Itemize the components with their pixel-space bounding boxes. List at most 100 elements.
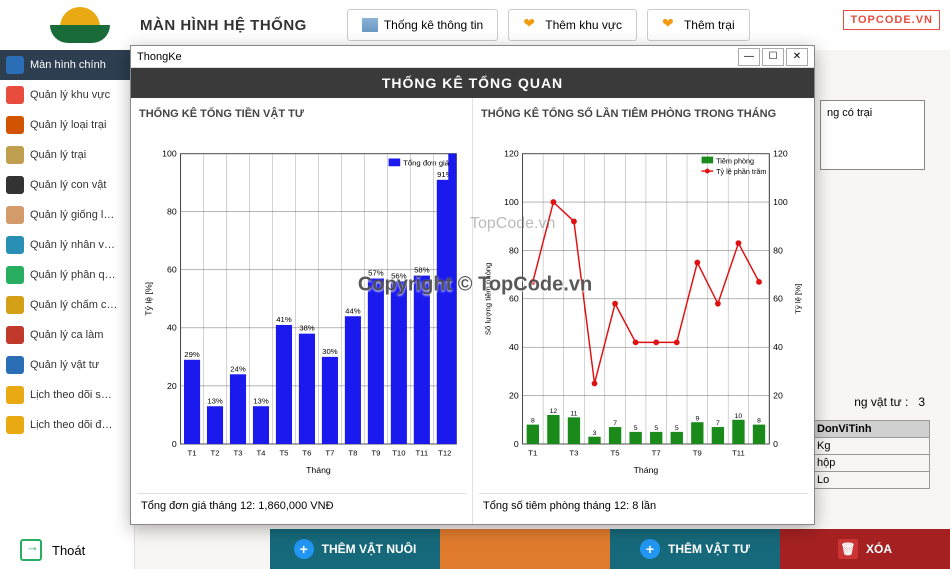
svg-text:5: 5	[634, 425, 638, 432]
svg-text:T11: T11	[732, 449, 745, 458]
svg-text:24%: 24%	[230, 364, 246, 373]
supply-count: ng vật tư : 3	[854, 395, 925, 409]
sidebar-item-label: Lịch theo dõi đ…	[30, 419, 113, 431]
sidebar-item[interactable]: Quản lý trại	[0, 140, 134, 170]
brand-watermark: TOPCODE.VN	[843, 10, 940, 30]
minimize-button[interactable]: —	[738, 48, 760, 66]
stats-popup: ThongKe — ☐ ✕ THỐNG KÊ TỔNG QUAN THỐNG K…	[130, 45, 815, 525]
svg-text:40: 40	[773, 342, 783, 352]
stats-button-label: Thống kê thông tin	[384, 18, 483, 32]
sidebar-item[interactable]: Quản lý ca làm	[0, 320, 134, 350]
popup-titlebar[interactable]: ThongKe — ☐ ✕	[131, 46, 814, 68]
app-logo	[50, 5, 110, 45]
svg-text:44%: 44%	[345, 306, 361, 315]
info-box-text: ng có trại	[827, 107, 872, 119]
svg-text:Tháng: Tháng	[306, 465, 331, 475]
svg-text:T5: T5	[279, 449, 288, 458]
sidebar-item[interactable]: Lịch theo dõi đ…	[0, 410, 134, 440]
sidebar-icon	[6, 296, 24, 314]
svg-text:Tỷ lệ [%]: Tỷ lệ [%]	[144, 282, 154, 316]
sidebar-item[interactable]: Quản lý khu vực	[0, 80, 134, 110]
sidebar-item[interactable]: Màn hình chính	[0, 50, 134, 80]
popup-window-title: ThongKe	[137, 51, 182, 63]
svg-text:T1: T1	[528, 449, 537, 458]
unit-table: DonViTinh Kg hộp Lo	[810, 420, 930, 489]
svg-text:56%: 56%	[391, 272, 407, 281]
right-chart-panel: THỐNG KÊ TỔNG SỐ LẦN TIÊM PHÒNG TRONG TH…	[473, 98, 814, 524]
close-button[interactable]: ✕	[786, 48, 808, 66]
sidebar-item-label: Quản lý nhân v…	[30, 239, 115, 251]
svg-text:60: 60	[509, 294, 519, 304]
sidebar-item-label: Quản lý trại	[30, 149, 86, 161]
svg-text:20: 20	[773, 390, 783, 400]
svg-text:7: 7	[613, 420, 617, 427]
sidebar-item[interactable]: Quản lý vật tư	[0, 350, 134, 380]
sidebar-icon	[6, 416, 24, 434]
sidebar-icon	[6, 326, 24, 344]
sidebar-item[interactable]: Quản lý loại trại	[0, 110, 134, 140]
svg-text:8: 8	[531, 418, 535, 425]
sidebar-icon	[6, 356, 24, 374]
sidebar-icon	[6, 176, 24, 194]
svg-text:40: 40	[509, 342, 519, 352]
svg-text:Tỷ lệ phần trăm: Tỷ lệ phần trăm	[716, 167, 766, 176]
add-farm-label: Thêm trại	[684, 18, 735, 32]
table-header: DonViTinh	[811, 421, 930, 438]
add-supply-button[interactable]: + THÊM VẬT TƯ	[610, 529, 780, 569]
sidebar-icon	[6, 86, 24, 104]
sidebar-item[interactable]: Quản lý phân q…	[0, 260, 134, 290]
svg-text:57%: 57%	[368, 269, 384, 278]
sidebar-icon	[6, 386, 24, 404]
svg-text:80: 80	[167, 207, 177, 217]
maximize-button[interactable]: ☐	[762, 48, 784, 66]
sidebar-item-label: Quản lý vật tư	[30, 359, 99, 371]
sidebar-item-label: Quản lý con vật	[30, 179, 106, 191]
svg-text:T5: T5	[611, 449, 620, 458]
svg-text:9: 9	[695, 415, 699, 422]
popup-header: THỐNG KÊ TỔNG QUAN	[131, 68, 814, 98]
exit-icon	[20, 539, 42, 561]
sidebar-item[interactable]: Lịch theo dõi s…	[0, 380, 134, 410]
svg-text:T11: T11	[415, 449, 428, 458]
svg-text:Tháng: Tháng	[634, 465, 659, 475]
sidebar-item-label: Quản lý khu vực	[30, 89, 110, 101]
delete-button[interactable]: 🗑 XÓA	[780, 529, 950, 569]
svg-text:T3: T3	[569, 449, 578, 458]
sidebar-icon	[6, 116, 24, 134]
svg-text:80: 80	[509, 245, 519, 255]
left-chart-footer: Tổng đơn giá tháng 12: 1,860,000 VNĐ	[137, 493, 466, 518]
top-bar: MÀN HÌNH HỆ THỐNG Thống kê thông tin Thê…	[0, 0, 950, 50]
svg-text:0: 0	[514, 439, 519, 449]
svg-text:80: 80	[773, 245, 783, 255]
heart-icon	[662, 18, 678, 32]
action-bar: + THÊM VẬT NUÔI + THÊM VẬT TƯ 🗑 XÓA	[270, 529, 950, 569]
svg-text:0: 0	[773, 439, 778, 449]
sidebar-item[interactable]: Quản lý giống l…	[0, 200, 134, 230]
sidebar-item-label: Quản lý chấm c…	[30, 299, 117, 311]
svg-text:38%: 38%	[299, 324, 315, 333]
plus-icon: +	[640, 539, 660, 559]
svg-text:13%: 13%	[207, 396, 223, 405]
sidebar-item[interactable]: Quản lý con vật	[0, 170, 134, 200]
sidebar-icon	[6, 266, 24, 284]
svg-text:T9: T9	[693, 449, 702, 458]
sidebar-item[interactable]: Quản lý nhân v…	[0, 230, 134, 260]
add-animal-button[interactable]: + THÊM VẬT NUÔI	[270, 529, 440, 569]
sidebar-icon	[6, 56, 24, 74]
sidebar-item-label: Quản lý giống l…	[30, 209, 114, 221]
stats-button[interactable]: Thống kê thông tin	[347, 9, 498, 41]
sidebar-icon	[6, 236, 24, 254]
svg-text:20: 20	[167, 381, 177, 391]
svg-text:11: 11	[570, 410, 577, 417]
exit-button[interactable]: Thoát	[20, 539, 85, 561]
add-area-button[interactable]: Thêm khu vực	[508, 9, 637, 41]
svg-text:41%: 41%	[276, 315, 292, 324]
table-row: Lo	[811, 472, 930, 489]
svg-text:58%: 58%	[414, 266, 430, 275]
right-chart-footer: Tổng số tiêm phòng tháng 12: 8 lần	[479, 493, 808, 518]
mid-button[interactable]	[440, 529, 610, 569]
add-farm-button[interactable]: Thêm trại	[647, 9, 750, 41]
svg-text:29%: 29%	[184, 350, 200, 359]
sidebar-item[interactable]: Quản lý chấm c…	[0, 290, 134, 320]
info-box: ng có trại	[820, 100, 925, 170]
